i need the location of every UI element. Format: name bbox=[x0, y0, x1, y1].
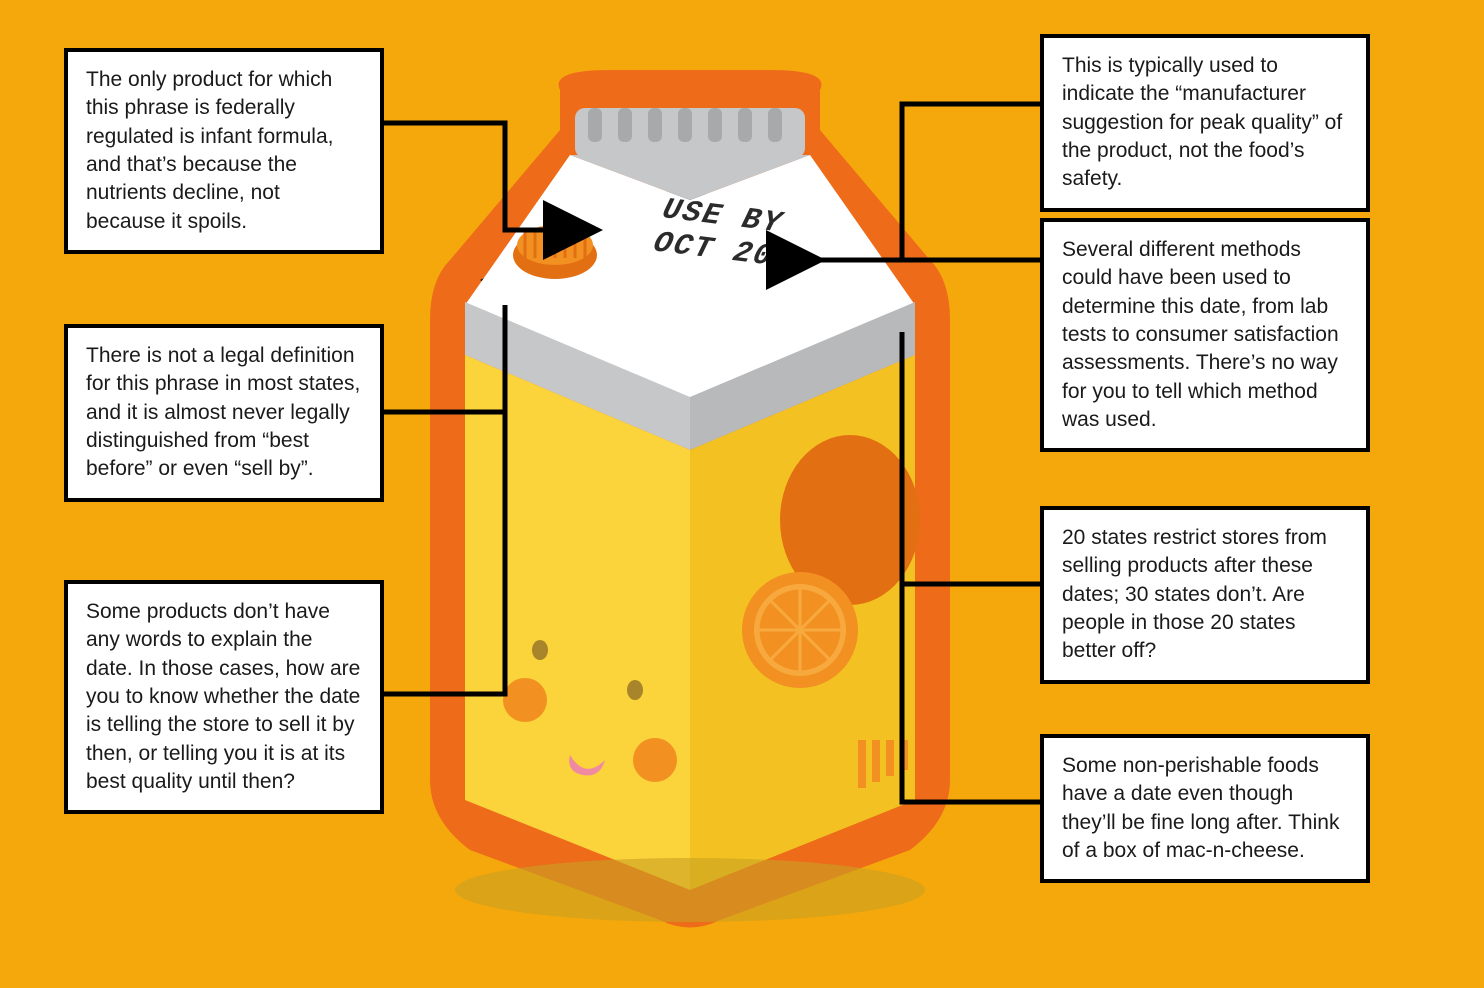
callout-left-3: Some products don’t have any words to ex… bbox=[64, 580, 384, 814]
callout-text: There is not a legal definition for this… bbox=[86, 344, 360, 480]
callout-text: Some products don’t have any words to ex… bbox=[86, 600, 360, 793]
callout-text: 20 states restrict stores from selling p… bbox=[1062, 526, 1327, 662]
callout-text: This is typically used to indicate the “… bbox=[1062, 54, 1342, 190]
callout-text: Some non-perishable foods have a date ev… bbox=[1062, 754, 1339, 862]
callout-text: Several different methods could have bee… bbox=[1062, 238, 1339, 431]
juice-carton bbox=[410, 60, 970, 930]
callout-right-4: Some non-perishable foods have a date ev… bbox=[1040, 734, 1370, 883]
callout-right-1: This is typically used to indicate the “… bbox=[1040, 34, 1370, 212]
callout-right-2: Several different methods could have bee… bbox=[1040, 218, 1370, 452]
callout-left-2: There is not a legal definition for this… bbox=[64, 324, 384, 502]
infographic-stage: USE BY OCT 20 The only product for which… bbox=[0, 0, 1484, 988]
callout-right-3: 20 states restrict stores from selling p… bbox=[1040, 506, 1370, 684]
callout-text: The only product for which this phrase i… bbox=[86, 68, 333, 233]
callout-left-1: The only product for which this phrase i… bbox=[64, 48, 384, 254]
